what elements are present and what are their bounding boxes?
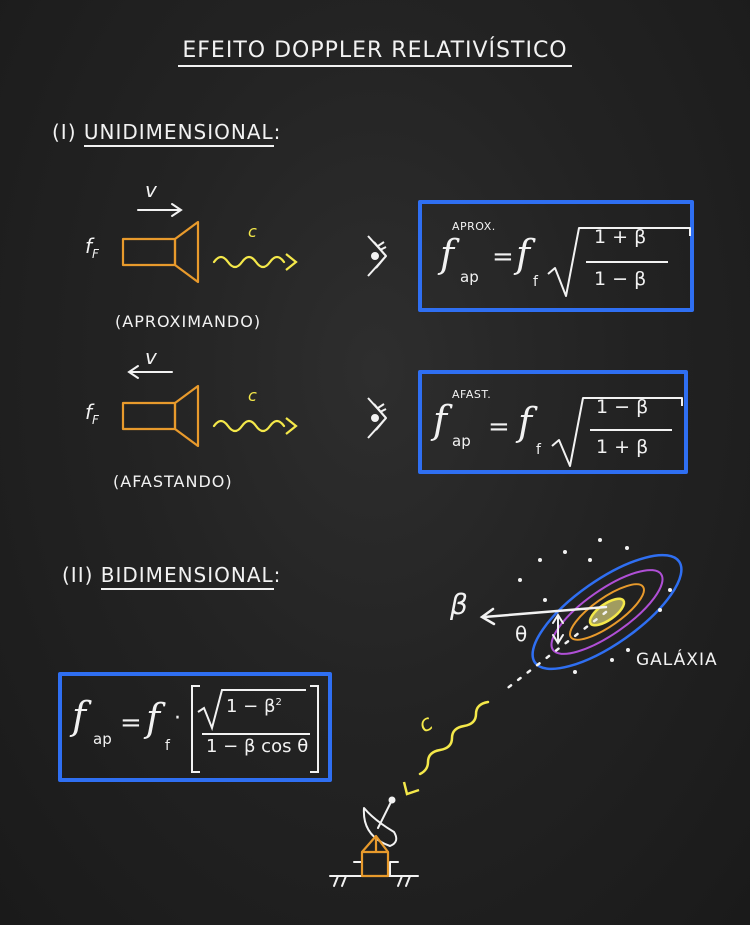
formula-1-rhs: f (516, 232, 531, 276)
formula-box-receding (418, 370, 688, 474)
formula-1-rhs-sub: f (533, 274, 538, 290)
row-1-velocity-arrow (137, 203, 183, 217)
row-2-velocity-arrow (127, 365, 173, 379)
formula-2-denominator: 1 + β (596, 436, 649, 458)
antenna-base-icon (360, 834, 390, 878)
formula-3-numerator: 1 − β2 (226, 696, 282, 717)
section-2-label: BIDIMENSIONAL (100, 563, 274, 590)
theta-angle-arrow (552, 613, 564, 645)
formula-box-approaching (418, 200, 694, 312)
formula-3-rhs: f (146, 696, 161, 740)
row-1-wave (212, 255, 286, 269)
formula-3-denominator: 1 − β cos θ (206, 736, 309, 757)
row-2-velocity-label: v (145, 345, 157, 369)
formula-3-brackets (191, 685, 319, 773)
formula-1-tag: APROX. (452, 220, 496, 233)
formula-3-lhs-sub: ap (93, 730, 112, 748)
formula-2-lhs: f (433, 398, 448, 442)
theta-label: θ (515, 622, 528, 646)
formula-3-equals: = (120, 708, 142, 738)
formula-3-dot: · (174, 706, 181, 731)
row-2-wave-arrowhead (285, 417, 298, 435)
galaxy-stars (518, 538, 672, 674)
formula-1-denominator: 1 − β (594, 268, 647, 290)
formula-2-radical (551, 397, 683, 467)
formula-2-numerator: 1 − β (596, 396, 649, 418)
formula-1-numerator: 1 + β (594, 226, 647, 248)
formula-3-rhs-sub: f (165, 738, 170, 754)
row-2-speaker-icon (121, 384, 200, 448)
row-1-source-frequency: fF (85, 234, 99, 261)
formula-1-lhs: f (440, 232, 455, 276)
formula-1-equals: = (492, 242, 514, 272)
section-2-heading: (II) BIDIMENSIONAL: (62, 563, 282, 590)
formula-2-tag: AFAST. (452, 388, 492, 401)
beta-label: β (450, 588, 468, 621)
galaxy-wave (418, 700, 490, 776)
row-1-velocity-label: v (145, 178, 157, 202)
formula-2-rhs: f (518, 400, 533, 444)
galaxy-wave-arrowhead (402, 781, 420, 796)
section-2-numeral: (II) (62, 563, 94, 587)
row-2-wave (212, 419, 286, 433)
formula-2-lhs-sub: ap (452, 432, 471, 450)
row-2-eye-icon (367, 397, 387, 439)
antenna-icon (329, 796, 419, 887)
row-1-wave-arrowhead (285, 253, 298, 271)
section-1-heading: (I) UNIDIMENSIONAL: (52, 120, 282, 147)
section-2-colon: : (273, 563, 282, 587)
row-1-wave-label: c (248, 222, 257, 241)
row-1-caption: (APROXIMANDO) (115, 312, 262, 331)
galaxy-icon (531, 553, 683, 671)
page-title-text: EFEITO DOPPLER RELATIVÍSTICO (178, 38, 572, 67)
formula-2-rhs-sub: f (536, 442, 541, 458)
section-1-numeral: (I) (52, 120, 77, 144)
formula-3-lhs: f (72, 694, 87, 738)
line-of-sight (503, 610, 608, 692)
row-1-speaker-icon (121, 220, 200, 284)
formula-1-radical (547, 227, 691, 297)
formula-2-equals: = (488, 412, 510, 442)
row-2-source-frequency: fF (85, 400, 99, 427)
section-1-label: UNIDIMENSIONAL (83, 120, 274, 147)
row-2-caption: (AFASTANDO) (113, 472, 233, 491)
row-2-wave-label: c (248, 386, 257, 405)
page-title: EFEITO DOPPLER RELATIVÍSTICO (0, 38, 750, 67)
galaxy-label: GALÁXIA (636, 650, 718, 670)
beta-arrow (479, 605, 608, 626)
section-1-colon: : (273, 120, 282, 144)
formula-1-lhs-sub: ap (460, 268, 479, 286)
row-1-eye-icon (367, 235, 387, 277)
formula-box-bidimensional (58, 672, 332, 782)
